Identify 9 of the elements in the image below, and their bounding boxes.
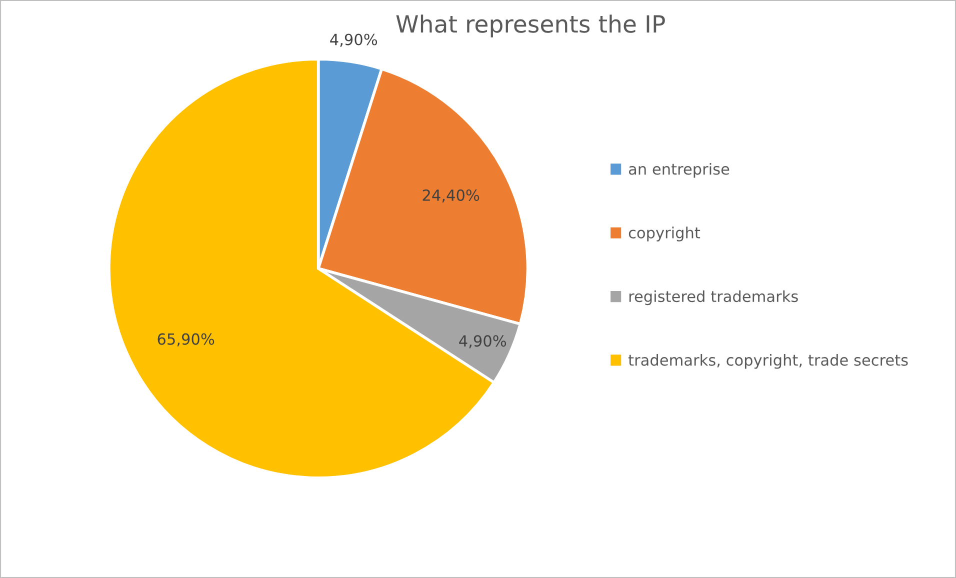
data-label: 4,90%: [459, 335, 506, 348]
data-label: 24,40%: [422, 189, 480, 203]
data-label: 4,90%: [330, 34, 378, 47]
legend-label: an entreprise: [628, 162, 730, 178]
legend-label: copyright: [628, 226, 700, 242]
data-label: 65,90%: [158, 333, 214, 346]
legend-label: registered trademarks: [629, 290, 798, 306]
chart-title: What represents the IP: [396, 14, 665, 38]
legend-label: trademarks, copyright, trade secrets: [628, 354, 908, 369]
